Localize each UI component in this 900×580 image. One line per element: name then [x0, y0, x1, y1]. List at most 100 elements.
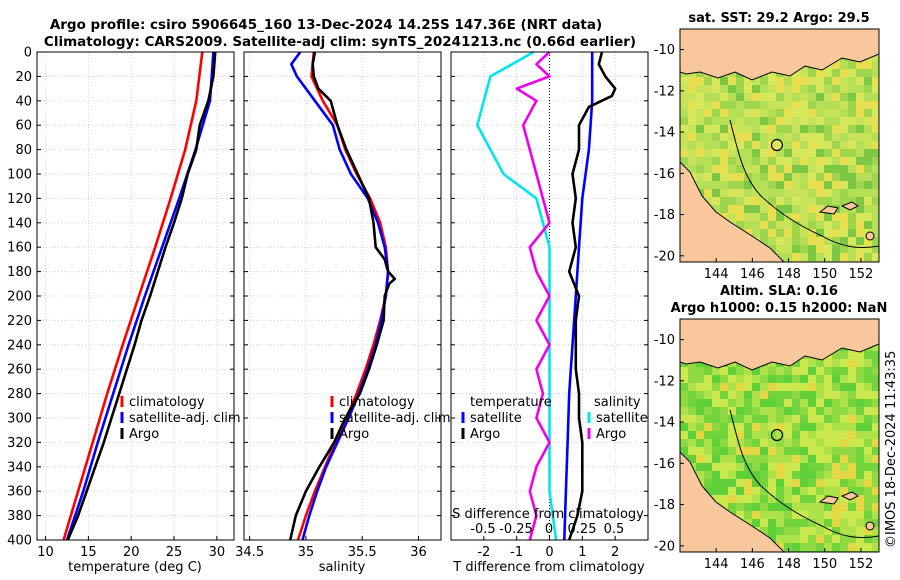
map-cell [736, 93, 744, 101]
map-cell [792, 197, 800, 205]
map-cell [840, 359, 848, 367]
map-cell [808, 439, 816, 447]
map-cell [816, 495, 824, 503]
map-cell [784, 205, 792, 213]
map-cell [856, 253, 864, 261]
map-cell [776, 133, 784, 141]
map-cell [760, 463, 768, 471]
map-y-tick-label: -16 [654, 167, 675, 182]
map-cell [824, 85, 832, 93]
map-cell [792, 543, 800, 551]
map-cell [848, 463, 856, 471]
map-cell [704, 173, 712, 181]
map-cell [752, 495, 760, 503]
map-cell [688, 447, 696, 455]
map-cell [784, 495, 792, 503]
map-cell [688, 407, 696, 415]
map-cell [872, 125, 879, 133]
map-cell [792, 431, 800, 439]
map-cell [824, 527, 832, 535]
map-cell [744, 101, 752, 109]
map-cell [816, 133, 824, 141]
map-cell [856, 205, 864, 213]
legend-temperature-title: temperature [470, 395, 552, 410]
map-cell [856, 125, 864, 133]
map-cell [704, 85, 712, 93]
map-cell [776, 173, 784, 181]
map-cell [840, 455, 848, 463]
map-cell [840, 351, 848, 359]
map-cell [744, 133, 752, 141]
map-cell [768, 535, 776, 543]
map-cell [848, 423, 856, 431]
sst-islands [818, 201, 875, 241]
map-cell [712, 197, 720, 205]
map-cell [712, 109, 720, 117]
map-cell [704, 189, 712, 197]
map-cell [856, 423, 864, 431]
map-cell [760, 237, 768, 245]
map-cell [800, 69, 808, 77]
map-cell [768, 423, 776, 431]
legend-satellite-adj: satellite-adj. clim [129, 411, 241, 426]
map-cell [784, 463, 792, 471]
map-cell [752, 197, 760, 205]
salinity-diff-legend: salinity satellite Argo [587, 395, 648, 442]
map-cell [744, 181, 752, 189]
map-cell [744, 189, 752, 197]
map-cell [760, 149, 768, 157]
map-cell [680, 133, 688, 141]
map-cell [760, 471, 768, 479]
map-cell [824, 431, 832, 439]
y-tick-label: 260 [7, 363, 32, 378]
map-cell [784, 455, 792, 463]
map-cell [840, 197, 848, 205]
y-tick-label: 80 [15, 143, 32, 158]
map-cell [704, 415, 712, 423]
map-cell [824, 447, 832, 455]
map-cell [752, 367, 760, 375]
map-cell [720, 141, 728, 149]
map-cell [784, 471, 792, 479]
map-cell [824, 375, 832, 383]
map-cell [776, 463, 784, 471]
map-cell [776, 245, 784, 253]
map-cell [840, 399, 848, 407]
map-cell [744, 399, 752, 407]
map-cell [736, 157, 744, 165]
map-cell [752, 221, 760, 229]
map-cell [752, 205, 760, 213]
map-cell [760, 213, 768, 221]
map-cell [704, 165, 712, 173]
map-cell [832, 117, 840, 125]
map-cell [864, 479, 872, 487]
map-cell [816, 109, 824, 117]
map-cell [792, 463, 800, 471]
map-cell [832, 447, 840, 455]
map-cell [864, 157, 872, 165]
map-cell [864, 527, 872, 535]
map-cell [688, 391, 696, 399]
map-cell [776, 543, 784, 551]
map-cell [792, 157, 800, 165]
map-cell [856, 181, 864, 189]
x-tick-label: -2 [477, 545, 490, 560]
map-cell [808, 181, 816, 189]
map-cell [776, 399, 784, 407]
map-cell [704, 399, 712, 407]
salinity-grid [244, 51, 441, 541]
difference-lines [475, 50, 617, 541]
map-cell [808, 535, 816, 543]
map-cell [856, 229, 864, 237]
map-cell [792, 101, 800, 109]
map-cell [872, 471, 879, 479]
map-cell [808, 511, 816, 519]
map-cell [736, 431, 744, 439]
map-cell [816, 197, 824, 205]
map-cell [824, 519, 832, 527]
map-cell [768, 149, 776, 157]
map-cell [784, 447, 792, 455]
x-tick-label: 2 [611, 545, 619, 560]
map-cell [824, 173, 832, 181]
map-cell [768, 487, 776, 495]
